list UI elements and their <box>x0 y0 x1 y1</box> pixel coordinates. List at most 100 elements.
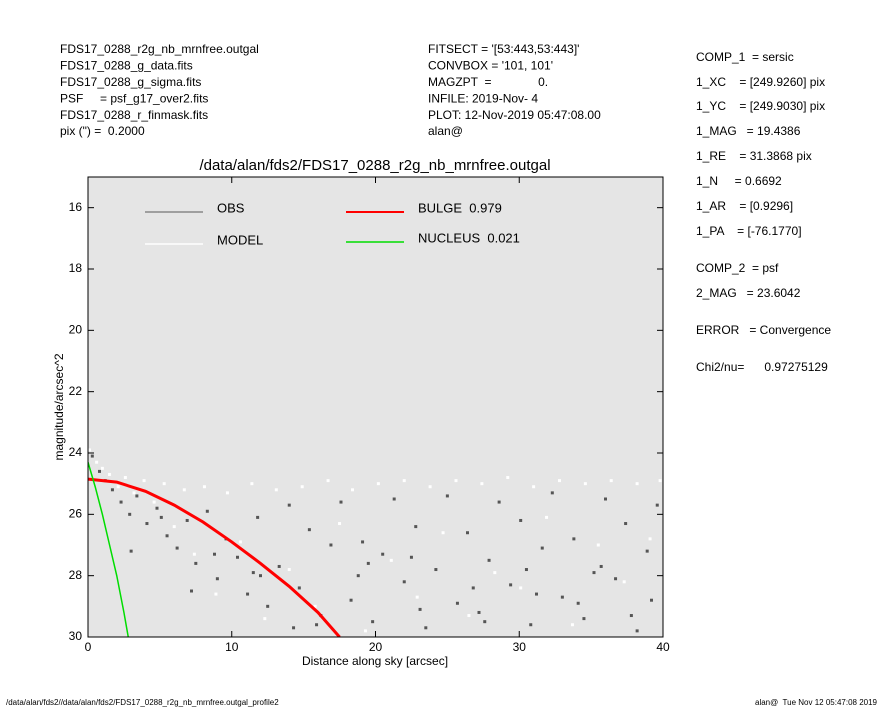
data-point <box>128 512 132 516</box>
data-point <box>315 623 319 627</box>
data-point <box>256 515 260 519</box>
data-point <box>497 500 501 504</box>
data-point <box>145 522 149 526</box>
data-point <box>182 488 186 492</box>
data-point <box>376 482 380 486</box>
data-point <box>483 620 487 624</box>
data-point <box>635 629 639 633</box>
x-tick-label: 0 <box>85 640 92 654</box>
data-point <box>214 592 218 596</box>
data-point <box>624 522 628 526</box>
data-point <box>338 522 342 526</box>
data-point <box>108 472 112 476</box>
data-point <box>250 482 254 486</box>
data-point <box>225 491 229 495</box>
data-point <box>371 620 375 624</box>
header-right-line: 1_RE = 31.3868 pix <box>696 149 812 163</box>
header-right-line: 1_XC = [249.9260] pix <box>696 75 825 89</box>
data-point <box>215 577 219 581</box>
header-middle-line: INFILE: 2019-Nov- 4 <box>428 91 538 105</box>
data-point <box>392 497 396 501</box>
data-point <box>648 537 652 541</box>
data-point <box>185 518 189 522</box>
legend-label: NUCLEUS 0.021 <box>418 230 520 245</box>
data-point <box>524 568 528 572</box>
data-point <box>292 626 296 630</box>
data-point <box>454 479 458 483</box>
data-point <box>402 479 406 483</box>
x-tick-label: 40 <box>656 640 670 654</box>
data-point <box>194 561 198 565</box>
data-point <box>100 466 104 470</box>
data-point <box>175 546 179 550</box>
data-point <box>519 518 523 522</box>
data-point <box>424 626 428 630</box>
data-point <box>519 586 523 590</box>
data-point <box>576 601 580 605</box>
y-tick-label: 16 <box>69 200 83 214</box>
data-point <box>88 448 91 452</box>
data-point <box>162 482 166 486</box>
data-point <box>645 549 649 553</box>
data-point <box>339 500 343 504</box>
header-middle-line: FITSECT = '[53:443,53:443]' <box>428 42 579 56</box>
data-point <box>152 500 156 504</box>
header-right-line: COMP_1 = sersic <box>696 50 794 64</box>
data-point <box>165 534 169 538</box>
y-tick-label: 22 <box>69 384 83 398</box>
data-point <box>132 491 136 495</box>
data-point <box>558 479 561 483</box>
data-point <box>142 479 146 483</box>
data-point <box>95 460 99 464</box>
data-point <box>297 586 301 590</box>
data-point <box>540 546 544 550</box>
data-point <box>635 482 639 486</box>
y-tick-label: 28 <box>69 568 83 582</box>
footer-right: alan@ Tue Nov 12 05:47:08 2019 <box>755 698 878 707</box>
data-point <box>622 580 626 584</box>
data-point <box>582 617 586 621</box>
data-point <box>287 503 291 507</box>
header-middle-line: MAGZPT = 0. <box>428 75 548 89</box>
header-right-line: 1_PA = [-76.1770] <box>696 224 802 238</box>
data-point <box>441 531 445 535</box>
header-right-line: ERROR = Convergence <box>696 323 831 337</box>
data-point <box>477 610 481 614</box>
data-point <box>550 491 554 495</box>
data-point <box>583 482 587 486</box>
data-point <box>238 540 242 544</box>
data-point <box>658 479 662 483</box>
data-point <box>592 571 596 575</box>
plot-background <box>88 177 663 637</box>
data-point <box>402 580 406 584</box>
legend-label: BULGE 0.979 <box>418 200 502 215</box>
data-point <box>570 623 574 627</box>
y-tick-label: 30 <box>69 629 83 643</box>
data-point <box>159 515 163 519</box>
data-point <box>471 586 475 590</box>
data-point <box>129 549 133 553</box>
data-point <box>307 528 311 532</box>
data-point <box>329 543 333 547</box>
data-point <box>266 604 270 608</box>
data-point <box>313 604 317 608</box>
data-point <box>455 601 459 605</box>
data-point <box>609 479 613 483</box>
data-point <box>259 574 262 578</box>
data-point <box>366 561 370 565</box>
data-point <box>277 564 281 568</box>
data-point <box>300 485 304 489</box>
data-point <box>596 543 600 547</box>
data-point <box>363 629 367 633</box>
header-middle-line: alan@ <box>428 124 463 138</box>
x-tick-label: 30 <box>513 640 527 654</box>
data-point <box>529 623 533 627</box>
data-point <box>445 494 449 498</box>
y-tick-label: 20 <box>69 323 83 337</box>
data-point <box>213 552 216 556</box>
data-point <box>251 571 255 575</box>
header-left-line: pix (") = 0.2000 <box>60 124 145 138</box>
header-right-line: Chi2/nu= 0.97275129 <box>696 360 828 374</box>
data-point <box>655 503 659 507</box>
y-tick-label: 18 <box>69 261 83 275</box>
